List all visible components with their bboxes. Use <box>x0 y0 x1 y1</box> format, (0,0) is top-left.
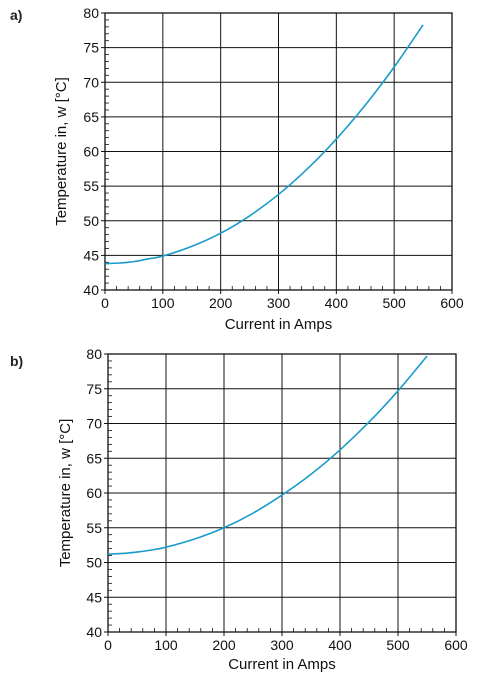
y-tick-label: 60 <box>83 144 99 160</box>
x-tick-label: 500 <box>382 295 406 311</box>
chart-panel-b: b) 40 45 50 55 60 65 70 75 80 0 100 200 300 400 500 600 C… <box>10 346 468 673</box>
y-tick-label: 75 <box>86 381 102 397</box>
x-tick-label: 0 <box>104 637 112 653</box>
y-tick-label: 50 <box>83 213 99 229</box>
x-axis-title: Current in Amps <box>228 656 336 673</box>
panel-label: b) <box>10 353 23 369</box>
x-tick-label: 300 <box>270 637 294 653</box>
minor-ticks <box>108 360 445 632</box>
grid <box>104 12 453 291</box>
y-tick-label: 50 <box>86 555 102 571</box>
y-tick-label: 80 <box>83 5 99 21</box>
y-tick-label: 65 <box>83 109 99 125</box>
x-tick-label: 600 <box>444 637 468 653</box>
x-tick-label: 200 <box>209 295 233 311</box>
panel-label: a) <box>10 7 22 23</box>
y-tick-label: 80 <box>86 346 102 362</box>
x-tick-label: 500 <box>386 637 410 653</box>
y-tick-label: 55 <box>83 178 99 194</box>
x-tick-label: 400 <box>328 637 352 653</box>
x-tick-label: 100 <box>151 295 175 311</box>
y-tick-label: 45 <box>86 589 102 605</box>
x-tick-label: 600 <box>440 295 464 311</box>
x-tick-label: 300 <box>267 295 291 311</box>
y-tick-label: 75 <box>83 40 99 56</box>
y-axis-title: Temperature in, w [°C] <box>57 419 74 568</box>
chart-panel-a: a) 40 45 50 55 60 65 70 75 80 0 100 200 300 400 500 600 C… <box>10 5 464 333</box>
series-line <box>104 24 424 265</box>
y-tick-label: 65 <box>86 450 102 466</box>
grid <box>107 353 457 633</box>
series-line <box>107 355 428 555</box>
y-tick-label: 55 <box>86 520 102 536</box>
y-axis-title: Temperature in, w [°C] <box>53 77 70 226</box>
x-tick-label: 0 <box>101 295 109 311</box>
x-tick-label: 200 <box>212 637 236 653</box>
x-tick-label: 100 <box>154 637 178 653</box>
x-tick-label: 400 <box>325 295 349 311</box>
y-tick-label: 45 <box>83 247 99 263</box>
y-tick-label: 40 <box>86 624 102 640</box>
y-tick-label: 60 <box>86 485 102 501</box>
y-tick-label: 40 <box>83 282 99 298</box>
y-tick-label: 70 <box>86 416 102 432</box>
y-tick-label: 70 <box>83 74 99 90</box>
x-axis-title: Current in Amps <box>225 316 333 333</box>
minor-ticks <box>105 19 441 290</box>
